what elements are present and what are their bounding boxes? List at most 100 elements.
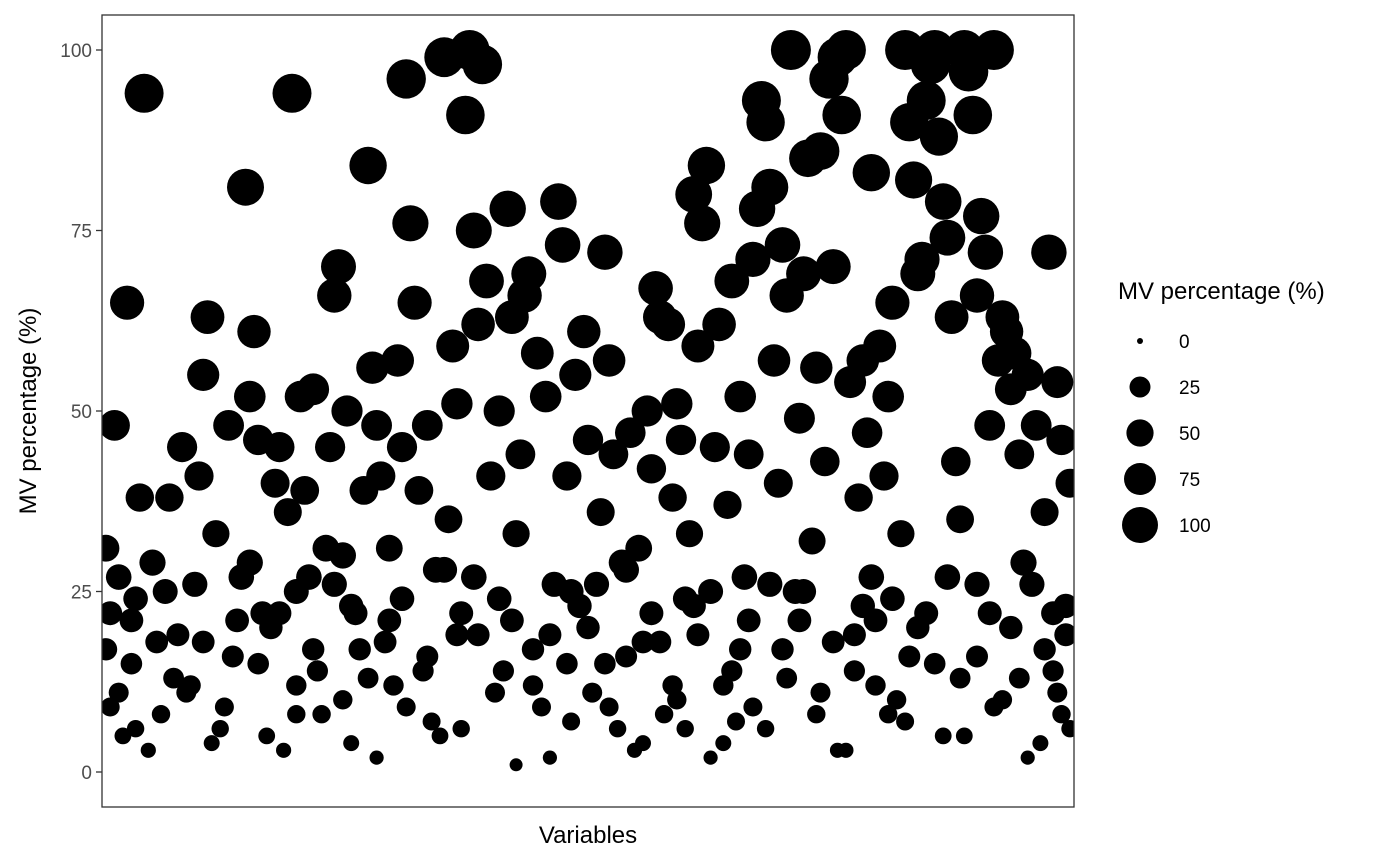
data-point [687, 146, 726, 185]
data-point [635, 735, 651, 752]
data-point [102, 534, 120, 562]
data-point [791, 579, 817, 604]
data-point [592, 344, 626, 377]
data-point [783, 402, 815, 434]
legend: MV percentage (%) 0 25 50 75 100 [1118, 278, 1325, 543]
data-point [771, 638, 794, 661]
data-point [260, 468, 290, 498]
data-point [392, 205, 429, 242]
data-point [356, 351, 389, 384]
data-point [613, 556, 639, 583]
data-point [422, 712, 441, 731]
data-point [959, 278, 995, 313]
data-point [140, 742, 156, 758]
data-point [757, 571, 783, 597]
data-point [733, 439, 764, 470]
data-point [583, 571, 610, 597]
data-point [1046, 424, 1074, 456]
y-axis: 0 25 50 75 100 [60, 41, 102, 784]
data-point [964, 571, 990, 597]
data-point [636, 454, 667, 484]
data-point [348, 638, 371, 661]
data-point [639, 601, 664, 626]
data-point [786, 256, 822, 292]
data-point [1020, 750, 1035, 765]
data-point [576, 615, 600, 640]
data-point [698, 579, 724, 604]
data-point [567, 593, 592, 619]
data-point [865, 675, 886, 696]
data-point [757, 344, 791, 377]
data-point [126, 720, 145, 738]
data-point [389, 586, 415, 611]
data-point [182, 571, 208, 597]
data-point [108, 682, 129, 703]
data-point [1032, 735, 1049, 752]
data-point [151, 705, 171, 724]
y-tick-label: 0 [81, 763, 92, 784]
data-point [949, 667, 971, 689]
data-point [967, 234, 1004, 270]
data-point [492, 660, 514, 682]
data-point [934, 300, 969, 334]
data-point [1010, 549, 1037, 576]
data-point [511, 256, 547, 292]
legend-key-circle [1124, 463, 1156, 495]
data-point [211, 720, 229, 738]
data-point [102, 697, 120, 717]
data-point [654, 705, 674, 724]
data-point [502, 520, 530, 548]
data-point [202, 520, 230, 548]
data-point [184, 461, 214, 491]
data-point [822, 95, 861, 135]
data-point [631, 630, 655, 654]
data-point [973, 30, 1014, 70]
data-point [1054, 623, 1074, 647]
data-point [476, 461, 506, 491]
data-point [315, 432, 346, 463]
data-point [461, 564, 487, 590]
data-point [898, 645, 921, 668]
data-point [751, 168, 789, 206]
data-point [234, 380, 266, 413]
data-point [155, 483, 184, 512]
data-point [798, 527, 826, 555]
data-point [500, 608, 524, 633]
data-point [810, 682, 831, 703]
data-point [125, 483, 154, 512]
data-point [119, 608, 144, 633]
data-point [441, 388, 473, 420]
data-point [532, 697, 551, 717]
data-point [731, 564, 758, 590]
legend-key-circle [1122, 507, 1158, 543]
legend-entries: 0 25 50 75 100 [1122, 332, 1211, 543]
data-point [729, 638, 752, 661]
data-point [1030, 498, 1059, 527]
data-point [361, 410, 392, 441]
data-point [929, 219, 966, 256]
data-point [321, 571, 347, 597]
data-point [715, 735, 732, 752]
data-point [556, 652, 578, 675]
data-point [228, 564, 255, 590]
data-point [110, 285, 145, 320]
data-point [509, 758, 523, 772]
legend-entry-label: 25 [1179, 378, 1200, 399]
data-point [544, 227, 581, 263]
data-point [1011, 358, 1044, 391]
data-point [886, 690, 907, 710]
data-point [434, 505, 463, 534]
data-point [214, 697, 234, 717]
data-point [843, 660, 866, 682]
data-point [904, 241, 940, 277]
data-point [377, 608, 402, 633]
y-tick-label: 100 [60, 41, 92, 62]
data-point [829, 742, 846, 758]
data-point [466, 623, 490, 647]
plot-panel-background [102, 15, 1074, 807]
data-point [152, 579, 178, 604]
data-point [139, 549, 166, 576]
data-point [213, 410, 245, 441]
data-point [676, 720, 694, 738]
data-point [746, 103, 785, 142]
